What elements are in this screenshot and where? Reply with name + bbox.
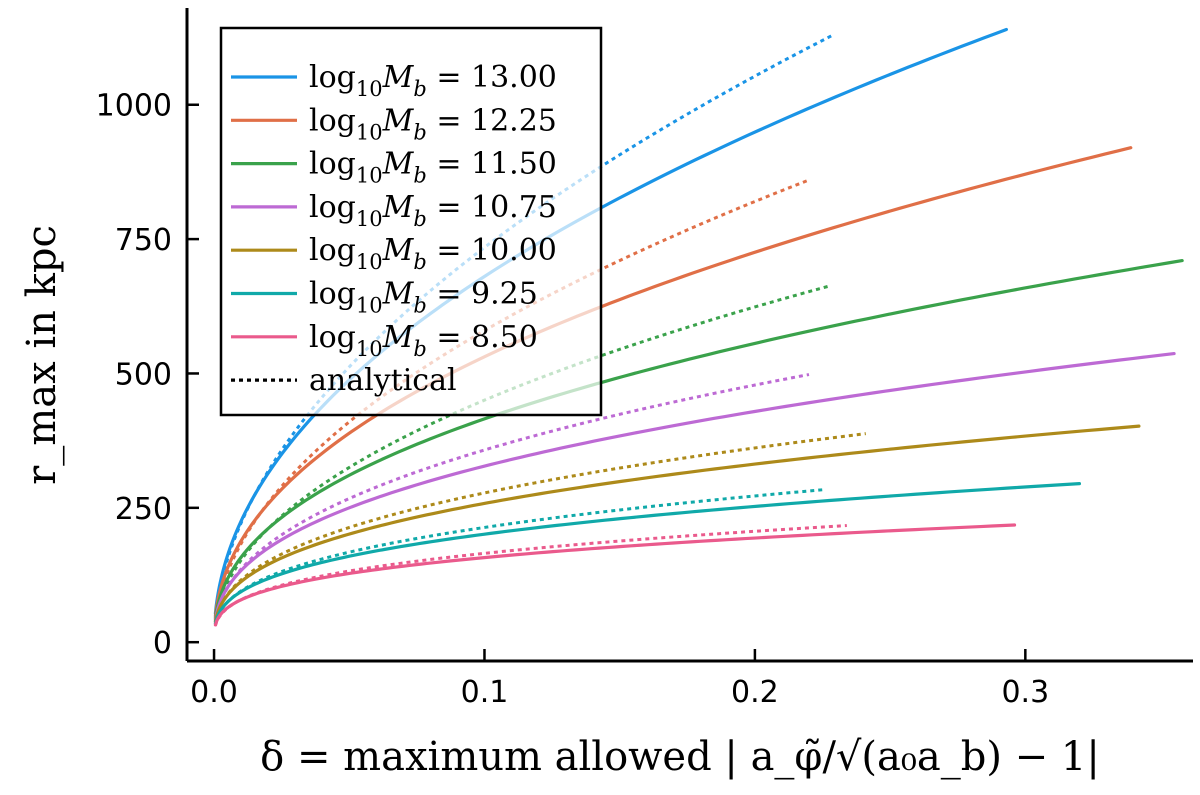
legend-entry: log10Mb = 11.50: [231, 147, 557, 188]
series-6: [213, 523, 1017, 627]
series-analytical-line: [213, 178, 810, 621]
series-analytical-line: [213, 373, 810, 622]
x-tick-label: 0.3: [1001, 675, 1049, 710]
y-tick-label: 250: [115, 492, 172, 527]
x-axis-title: δ = maximum allowed | a_φ̃/√(a₀a_b) − 1|: [260, 734, 1100, 780]
legend-entry: log10Mb = 10.00: [231, 233, 557, 274]
legend-box: [219, 26, 603, 417]
series-analytical-line: [213, 33, 835, 618]
legend-label: analytical: [309, 363, 457, 398]
series-layer: [213, 27, 1184, 627]
series-analytical-line: [213, 488, 826, 625]
legend-label: log10Mb = 8.50: [309, 320, 538, 361]
y-tick-label: 1000: [96, 89, 172, 124]
y-tick-label: 500: [115, 357, 172, 392]
series-analytical-line: [213, 432, 866, 623]
legend-entry: log10Mb = 10.75: [231, 190, 557, 231]
x-tick-label: 0.1: [461, 675, 509, 710]
legend-label: log10Mb = 9.25: [309, 277, 538, 318]
x-ticks: 0.0 0.1 0.2 0.3: [190, 649, 1049, 710]
y-axis-title: r_max in kpc: [19, 225, 65, 485]
series-2: [213, 259, 1184, 623]
legend-entry: log10Mb = 9.25: [231, 277, 538, 318]
axes: 0.0 0.1 0.2 0.3 0 250 500 750 1000: [96, 8, 1193, 710]
legend-label: log10Mb = 11.50: [309, 147, 557, 188]
series-4: [213, 424, 1141, 624]
legend-entry: log10Mb = 12.25: [231, 103, 557, 144]
legend-label: log10Mb = 13.00: [309, 60, 557, 101]
y-ticks: 0 250 500 750 1000: [96, 89, 199, 661]
legend-entry: log10Mb = 13.00: [231, 60, 557, 101]
series-analytical-line: [213, 284, 829, 623]
series-analytical-line: [213, 524, 847, 627]
legend-entry: log10Mb = 8.50: [231, 320, 538, 361]
y-tick-label: 0: [153, 626, 172, 661]
x-tick-label: 0.2: [731, 675, 779, 710]
series-line: [213, 424, 1141, 624]
legend-label: log10Mb = 12.25: [309, 103, 557, 144]
series-5: [213, 482, 1082, 625]
series-line: [213, 259, 1184, 620]
x-tick-label: 0.0: [190, 675, 238, 710]
legend-label: log10Mb = 10.00: [309, 233, 557, 274]
legend-label: log10Mb = 10.75: [309, 190, 557, 231]
plot-area: [213, 27, 1184, 627]
legend-entry: analytical: [231, 363, 457, 398]
y-tick-label: 750: [115, 223, 172, 258]
series-3: [213, 351, 1176, 622]
